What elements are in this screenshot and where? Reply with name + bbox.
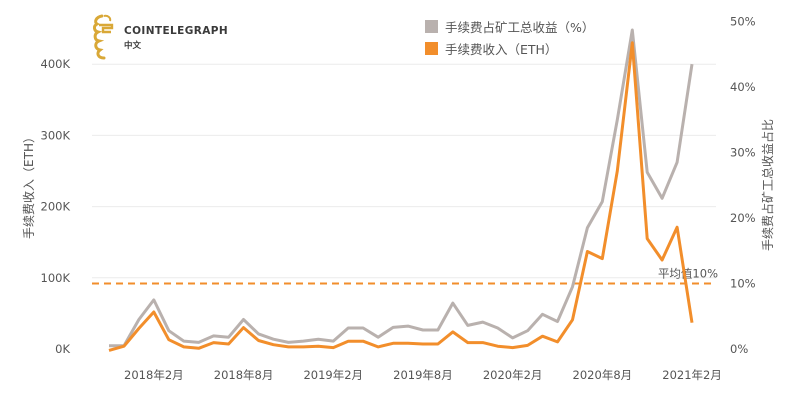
left-axis-ticks: 0K 100K 200K 300K 400K [41,57,71,356]
right-tick-label: 0% [730,342,748,356]
left-tick-label: 300K [41,128,71,142]
legend-swatch-orange [425,41,438,55]
right-tick-label: 50% [730,15,756,29]
brand-logo: COINTELEGRAPH 中文 [88,14,238,62]
left-tick-label: 0K [55,342,70,356]
average-reference-line: 平均值10% [92,267,718,285]
x-tick-label: 2018年2月 [124,368,184,382]
dragon-logo-icon [93,14,114,60]
reference-line-label: 平均值10% [658,267,718,281]
x-axis-ticks: 2018年2月 2018年8月 2019年2月 2019年8月 2020年2月 2020年… [124,368,722,382]
x-tick-label: 2019年8月 [393,368,453,382]
brand-subtitle: 中文 [124,41,142,51]
legend: 手续费占矿工总收益（%） 手续费收入（ETH） [425,16,594,60]
legend-swatch-gray [425,19,438,33]
legend-label: 手续费占矿工总收益（%） [445,19,595,35]
legend-item-fee-share: 手续费占矿工总收益（%） [425,16,594,36]
right-tick-label: 40% [730,80,756,94]
right-tick-label: 20% [730,211,756,225]
brand-name: COINTELEGRAPH [124,25,229,37]
left-axis-title: 手续费收入（ETH） [22,131,36,239]
x-tick-label: 2019年2月 [303,368,363,382]
legend-item-fee-income: 手续费收入（ETH） [425,38,594,58]
x-tick-label: 2021年2月 [662,368,722,382]
x-tick-label: 2018年8月 [214,368,274,382]
right-tick-label: 10% [730,277,756,291]
right-axis-title: 手续费占矿工总收益占比 [760,119,775,251]
series-fee-share-line [109,28,694,348]
legend-label: 手续费收入（ETH） [445,41,558,57]
x-tick-label: 2020年2月 [483,368,543,382]
series-fee-income-line [108,41,694,352]
left-tick-label: 400K [41,57,71,71]
series-lines [108,28,694,352]
right-tick-label: 30% [730,146,756,160]
left-tick-label: 200K [41,200,71,214]
x-tick-label: 2020年8月 [573,368,633,382]
left-tick-label: 100K [41,271,71,285]
right-axis-ticks: 0% 10% 20% 30% 40% 50% [730,15,756,357]
